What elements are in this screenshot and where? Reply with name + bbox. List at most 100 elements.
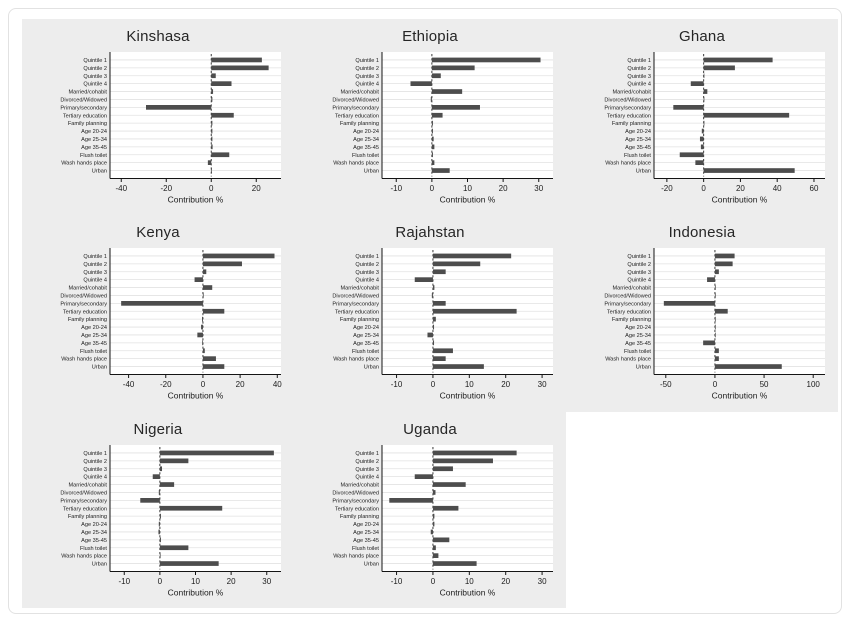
- category-label: Age 35-45: [353, 537, 379, 543]
- category-label: Age 35-45: [81, 341, 107, 347]
- bar: [714, 317, 716, 322]
- bar: [211, 152, 230, 158]
- bar: [432, 552, 439, 558]
- category-label: Quintile 4: [627, 278, 651, 284]
- bar: [201, 324, 203, 330]
- category-label: Quintile 3: [355, 270, 379, 276]
- category-label: Primary/secondary: [604, 105, 651, 111]
- bar: [202, 285, 213, 291]
- category-label: Quintile 1: [355, 254, 379, 260]
- category-label: Married/cohabit: [612, 286, 651, 292]
- category-label: Quintile 1: [627, 58, 651, 64]
- chart-title-ghana: Ghana: [678, 28, 726, 45]
- chart-title-ethiopia: Ethiopia: [402, 28, 458, 45]
- category-label: Married/cohabit: [68, 90, 107, 96]
- category-label: Quintile 2: [627, 262, 651, 268]
- category-label: Age 25-34: [81, 137, 107, 143]
- category-label: Wash hands place: [605, 357, 651, 363]
- bar: [202, 348, 205, 354]
- category-label: Quintile 1: [83, 58, 107, 64]
- category-label: Quintile 3: [83, 74, 107, 80]
- category-label: Flush toilet: [624, 349, 651, 355]
- bar: [663, 301, 715, 306]
- bar: [431, 293, 433, 299]
- category-label: Quintile 4: [627, 82, 651, 88]
- category-label: Quintile 3: [355, 74, 379, 80]
- bar: [410, 81, 432, 86]
- category-label: Age 20-24: [81, 129, 107, 135]
- category-label: Quintile 1: [355, 451, 379, 457]
- bar: [211, 120, 213, 126]
- category-label: Quintile 4: [355, 278, 379, 284]
- category-label: Age 25-34: [353, 137, 379, 143]
- bar: [202, 253, 275, 259]
- bar: [431, 120, 433, 126]
- category-label: Flush toilet: [352, 545, 379, 551]
- category-label: Quintile 4: [355, 82, 379, 88]
- tick-label: 30: [534, 184, 543, 193]
- tick-label: 10: [465, 380, 474, 389]
- category-label: Tertiary education: [607, 310, 651, 316]
- category-label: Tertiary education: [63, 506, 107, 512]
- tick-label: 20: [252, 184, 261, 193]
- bar: [202, 261, 242, 267]
- bar: [432, 465, 453, 471]
- chart-panel-indonesia: Indonesia Quintile 1 Quintile 2 Quintile 3…: [566, 215, 838, 412]
- category-label: Quintile 3: [355, 466, 379, 472]
- bar: [703, 97, 705, 102]
- bar: [703, 65, 735, 71]
- category-label: Tertiary education: [607, 113, 651, 119]
- bar: [432, 489, 436, 495]
- x-axis-title: Contribution %: [168, 391, 224, 401]
- bar: [432, 560, 477, 566]
- bar: [202, 364, 225, 370]
- bar: [432, 348, 453, 354]
- category-label: Family planning: [68, 317, 107, 323]
- bar: [211, 57, 262, 63]
- category-label: Age 20-24: [625, 129, 651, 135]
- category-label: Quintile 3: [83, 270, 107, 276]
- bar: [714, 285, 716, 291]
- category-label: Wash hands place: [605, 161, 651, 167]
- bar: [714, 293, 716, 299]
- bar: [211, 136, 213, 142]
- tick-label: 20: [736, 184, 745, 193]
- tick-label: 0: [201, 380, 206, 389]
- chart-title-rajahstan: Rajahstan: [395, 224, 465, 242]
- bar: [690, 81, 704, 86]
- tick-label: 20: [227, 577, 236, 586]
- bar: [146, 105, 212, 110]
- tick-label: -10: [391, 380, 403, 389]
- category-label: Family planning: [340, 317, 379, 323]
- category-label: Flush toilet: [352, 153, 379, 159]
- bar: [389, 497, 433, 503]
- category-label: Quintile 2: [627, 66, 651, 72]
- bar: [158, 529, 160, 534]
- x-axis-title: Contribution %: [440, 587, 496, 597]
- category-label: Age 25-34: [353, 530, 379, 536]
- category-label: Age 35-45: [625, 145, 651, 151]
- bar: [202, 309, 225, 314]
- bar: [432, 450, 517, 455]
- tick-label: 30: [538, 380, 547, 389]
- tick-label: 10: [465, 577, 474, 586]
- chart-panel-nigeria: Nigeria Quintile 1 Quintile 2 Quintile 3 Qu…: [22, 411, 294, 608]
- bar: [714, 309, 728, 314]
- category-label: Primary/secondary: [332, 302, 379, 308]
- bar: [431, 128, 433, 134]
- bar: [427, 332, 433, 338]
- tick-label: 0: [430, 184, 435, 193]
- category-label: Tertiary education: [335, 113, 379, 119]
- category-label: Age 25-34: [81, 530, 107, 536]
- bar: [714, 348, 719, 354]
- bar: [432, 481, 466, 487]
- category-label: Married/cohabit: [340, 90, 379, 96]
- bar: [714, 324, 716, 330]
- x-axis-title: Contribution %: [168, 195, 224, 205]
- category-label: Quintile 3: [627, 74, 651, 80]
- category-label: Tertiary education: [63, 310, 107, 316]
- bar: [699, 136, 704, 142]
- tick-label: 0: [701, 184, 706, 193]
- category-label: Age 35-45: [81, 145, 107, 151]
